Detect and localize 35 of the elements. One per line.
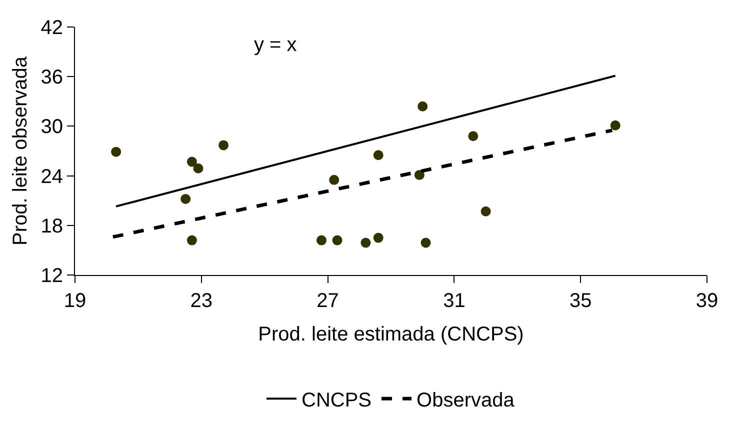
legend-label: Observada (416, 389, 516, 412)
y-tick-label: 36 (40, 66, 63, 89)
x-tick-label: 39 (696, 290, 718, 312)
point (373, 150, 384, 160)
y-tick-label: 24 (40, 166, 63, 188)
point (316, 235, 326, 246)
y-tick-label: 42 (40, 17, 63, 39)
y-axis-title: Prod. leite observada (9, 56, 32, 246)
point (373, 232, 384, 243)
point (111, 146, 122, 157)
point (180, 194, 191, 204)
point (332, 235, 342, 246)
point (468, 131, 478, 142)
point (414, 170, 424, 180)
point (360, 238, 371, 248)
annotation: y = x (254, 34, 297, 56)
point (480, 206, 491, 216)
point (186, 156, 197, 167)
point (420, 238, 431, 248)
x-tick-label: 35 (569, 290, 592, 312)
legend-label: CNCPS (302, 389, 372, 412)
x-axis-title: Prod. leite estimada (CNCPS) (258, 324, 524, 346)
x-tick-label: 31 (443, 290, 466, 312)
point (218, 140, 229, 150)
point (193, 163, 204, 174)
point (329, 174, 340, 185)
point (418, 101, 428, 112)
x-tick-label: 19 (64, 290, 86, 312)
x-tick-label: 27 (316, 290, 339, 312)
y-tick-label: 18 (40, 215, 63, 238)
point (610, 120, 620, 130)
y-tick-label: 12 (40, 265, 63, 287)
point (186, 235, 197, 246)
x-tick-label: 23 (190, 290, 213, 312)
y-tick-label: 30 (40, 116, 63, 138)
